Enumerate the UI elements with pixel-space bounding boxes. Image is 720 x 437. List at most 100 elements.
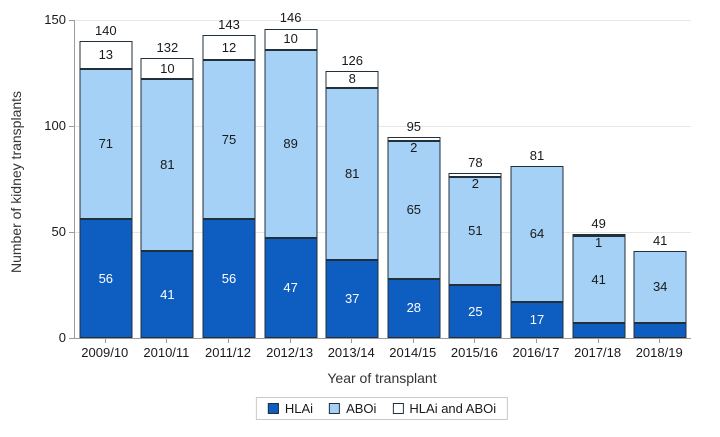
bar-2014/15: 28 65 2 95	[387, 20, 441, 338]
bar-segment-hlai	[79, 219, 133, 338]
x-tick-label: 2013/14	[327, 345, 375, 360]
bar-segment-aboi	[202, 60, 256, 220]
bar-2009/10: 56 71 13 140	[79, 20, 133, 338]
x-tick-mark	[659, 339, 661, 343]
hlai-swatch	[267, 403, 279, 414]
bar-group-2017/18: 7 41 1 49	[568, 20, 630, 352]
y-tick-mark	[69, 20, 74, 21]
bar-total-label: 41	[652, 233, 668, 249]
x-tick-mark	[166, 339, 168, 343]
y-tick-mark	[69, 232, 74, 233]
legend: HLAi ABOi HLAi and ABOi	[255, 397, 509, 420]
bar-segment-hlai	[264, 238, 318, 338]
bar-2017/18: 7 41 1 49	[572, 20, 626, 352]
y-tick-mark	[69, 338, 74, 339]
bar-total-label: 49	[591, 216, 606, 232]
x-tick-mark	[104, 339, 106, 343]
legend-label: HLAi and ABOi	[409, 401, 497, 416]
bar-segment-aboi	[448, 176, 502, 285]
x-tick-label: 2018/19	[635, 345, 683, 360]
bar-segment-hlai	[325, 259, 379, 338]
bar-segment-hlai-and-aboi	[448, 172, 502, 177]
bar-total-label: 143	[218, 16, 240, 32]
bar-total-label: 81	[529, 148, 545, 164]
y-tick-label: 150	[44, 12, 66, 27]
x-tick-mark	[228, 339, 229, 343]
x-tick-label: 2011/12	[204, 345, 251, 360]
bar-2012/13: 47 89 10 146	[264, 10, 318, 338]
bar-segment-aboi	[572, 236, 626, 324]
bar-segment-hlai	[448, 285, 502, 338]
bar-group-2010/11: 41 81 10 132	[137, 20, 199, 338]
bar-segment-hlai	[202, 219, 256, 338]
x-tick-mark	[597, 339, 599, 343]
bar-2010/11: 41 81 10 132	[140, 20, 194, 338]
bar-segment-hlai	[633, 323, 687, 338]
x-tick-mark	[474, 339, 476, 343]
bar-segment-hlai	[510, 301, 564, 338]
legend-label: HLAi	[284, 401, 314, 416]
bar-total-label: 140	[94, 23, 117, 39]
x-tick-label: 2017/18	[574, 345, 622, 360]
aboi-swatch	[329, 403, 341, 414]
bar-segment-hlai-and-aboi	[572, 234, 626, 237]
bar-segment-aboi	[264, 49, 318, 239]
bar-segment-aboi	[325, 87, 379, 260]
bar-total-label: 95	[406, 118, 422, 134]
bar-2013/14: 37 81 8 126	[325, 20, 379, 338]
y-tick-mark	[69, 126, 74, 127]
y-tick-label: 100	[44, 118, 66, 133]
bar-group-2012/13: 47 89 10 146	[260, 10, 322, 338]
bar-group-2009/10: 56 71 13 140	[75, 20, 137, 338]
bar-segment-hlai-and-aboi	[325, 70, 379, 88]
bar-2016/17: 17 64 81	[510, 20, 564, 338]
bar-2015/16: 25 51 2 78	[448, 20, 502, 338]
bar-group-2016/17: 17 64 81	[506, 20, 568, 338]
bar-2011/12: 56 75 12 143	[202, 17, 256, 338]
legend-label: ABOi	[346, 401, 377, 416]
bar-segment-aboi	[140, 79, 194, 252]
y-tick-label: 50	[51, 224, 66, 239]
bar-2018/19: 7 34 41	[633, 20, 687, 352]
bar-group-2018/19: 7 34 41	[629, 20, 691, 352]
bar-segment-aboi	[387, 140, 441, 279]
legend-item-hlai-and-aboi: HLAi and ABOi	[392, 401, 496, 416]
x-tick-label: 2014/15	[389, 345, 437, 360]
bar-segment-hlai-and-aboi	[140, 58, 194, 80]
x-tick-label: 2009/10	[81, 345, 129, 360]
bar-total-label: 78	[468, 154, 483, 170]
legend-item-aboi: ABOi	[329, 401, 376, 416]
hlai-and-aboi-swatch	[392, 403, 404, 414]
y-axis-title: Number of kidney transplants	[8, 90, 24, 274]
bar-segment-hlai-and-aboi	[79, 41, 133, 69]
gridline-50	[75, 232, 691, 233]
bar-segment-hlai-and-aboi	[264, 28, 318, 50]
x-tick-label: 2010/11	[143, 345, 190, 360]
bar-segment-hlai-and-aboi	[387, 136, 441, 141]
plot-area: 56 71 13 140 41 81 10 132 56 75 12 143 47 89 10 146 37 81…	[74, 10, 691, 352]
x-tick-mark	[351, 339, 353, 343]
x-tick-mark	[536, 339, 537, 343]
bar-segment-hlai	[387, 278, 441, 338]
bar-segment-hlai	[140, 251, 194, 338]
bar-total-label: 146	[279, 10, 302, 26]
x-tick-mark	[289, 339, 291, 343]
bar-group-2014/15: 28 65 2 95	[383, 20, 445, 338]
bar-total-label: 126	[341, 52, 364, 68]
x-tick-mark	[412, 339, 414, 343]
bar-group-2015/16: 25 51 2 78	[445, 20, 507, 338]
y-tick-label: 0	[58, 330, 66, 345]
gridline-100	[75, 126, 691, 127]
bar-segment-aboi	[510, 166, 564, 302]
gridline-150	[75, 20, 691, 21]
bar-group-2013/14: 37 81 8 126	[321, 20, 383, 338]
bar-segment-hlai	[572, 323, 626, 338]
bar-total-label: 132	[156, 40, 179, 56]
bar-segment-aboi	[79, 68, 133, 220]
x-tick-label: 2012/13	[266, 345, 314, 360]
legend-item-hlai: HLAi	[267, 401, 314, 416]
x-axis-title: Year of transplant	[327, 370, 437, 386]
bar-segment-hlai-and-aboi	[202, 34, 256, 61]
bar-group-2011/12: 56 75 12 143	[198, 17, 260, 338]
